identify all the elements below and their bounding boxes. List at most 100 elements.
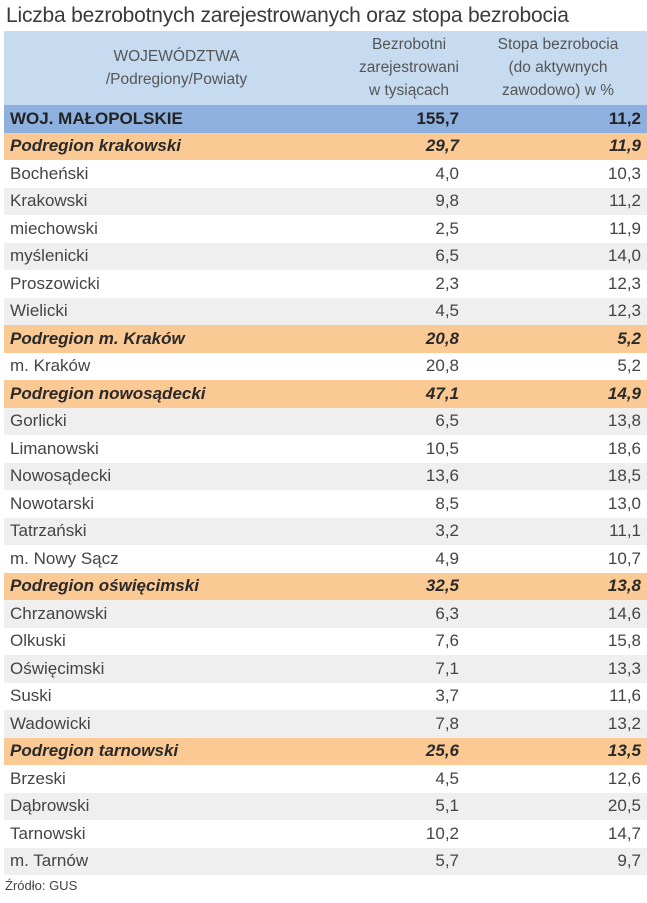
row-name: myślenicki: [10, 246, 89, 266]
row-rate: 18,6: [607, 438, 641, 458]
row-unemployed: 2,5: [435, 218, 459, 238]
row-unemployed: 7,8: [435, 713, 459, 733]
table-row: m. Kraków 20,8 5,2: [4, 352, 647, 380]
header-rate-line2: (do aktywnych: [508, 59, 608, 76]
subregion-row: Podregion krakowski 29,7 11,9: [4, 132, 647, 160]
row-name: Suski: [10, 686, 52, 706]
table-row: Limanowski 10,5 18,6: [4, 435, 647, 463]
table-row: Brzeski 4,5 12,6: [4, 765, 647, 793]
row-unemployed: 32,5: [425, 576, 459, 596]
header-regions-line1: WOJEWÓDZTWA: [113, 48, 240, 65]
row-unemployed: 3,7: [435, 686, 459, 706]
table-row: Gorlicki 6,5 13,8: [4, 407, 647, 435]
table-row: Dąbrowski 5,1 20,5: [4, 792, 647, 820]
row-name: Nowotarski: [10, 493, 95, 513]
table-row: Proszowicki 2,3 12,3: [4, 270, 647, 298]
voivodeship-row: WOJ. MAŁOPOLSKIE 155,7 11,2: [4, 105, 647, 133]
row-unemployed: 13,6: [425, 466, 459, 486]
row-unemployed: 25,6: [425, 741, 459, 761]
header-rate-line1: Stopa bezrobocia: [497, 36, 619, 53]
row-rate: 13,5: [607, 741, 641, 761]
row-name: Dąbrowski: [10, 796, 90, 816]
table-row: Chrzanowski 6,3 14,6: [4, 600, 647, 628]
row-rate: 13,3: [607, 658, 641, 678]
row-unemployed: 7,6: [435, 631, 459, 651]
row-unemployed: 155,7: [416, 108, 459, 128]
header-rate-line3: zawodowo) w %: [502, 82, 614, 99]
table-row: m. Tarnów 5,7 9,7: [4, 847, 647, 875]
row-unemployed: 20,8: [425, 328, 459, 348]
row-name: miechowski: [10, 218, 98, 238]
table-row: Tatrzański 3,2 11,1: [4, 517, 647, 545]
row-unemployed: 20,8: [425, 356, 459, 376]
row-unemployed: 7,1: [435, 658, 459, 678]
row-unemployed: 10,2: [425, 823, 459, 843]
row-rate: 10,3: [607, 163, 641, 183]
row-unemployed: 47,1: [425, 383, 459, 403]
row-name: m. Nowy Sącz: [10, 548, 119, 568]
row-name: Podregion nowosądecki: [10, 383, 206, 403]
row-unemployed: 29,7: [425, 136, 459, 156]
subregion-row: Podregion tarnowski 25,6 13,5: [4, 737, 647, 765]
row-rate: 11,9: [609, 136, 641, 156]
row-name: Podregion m. Kraków: [10, 328, 185, 348]
row-rate: 14,7: [607, 823, 641, 843]
row-rate: 13,8: [607, 576, 641, 596]
header-regions-line2: /Podregiony/Powiaty: [105, 71, 248, 88]
row-unemployed: 4,0: [435, 163, 459, 183]
table-row: Olkuski 7,6 15,8: [4, 627, 647, 655]
row-name: Limanowski: [10, 438, 99, 458]
table-row: myślenicki 6,5 14,0: [4, 242, 647, 270]
row-name: Chrzanowski: [10, 603, 108, 623]
row-unemployed: 9,8: [435, 191, 459, 211]
row-rate: 11,2: [609, 191, 641, 211]
row-unemployed: 4,9: [435, 548, 459, 568]
header-unemployed-line2: zarejestrowani: [359, 59, 459, 76]
row-name: Podregion oświęcimski: [10, 576, 199, 596]
row-rate: 14,6: [607, 603, 641, 623]
row-unemployed: 4,5: [435, 768, 459, 788]
row-rate: 13,0: [607, 493, 641, 513]
row-unemployed: 2,3: [435, 273, 459, 293]
row-rate: 12,3: [607, 301, 641, 321]
row-name: Tarnowski: [10, 823, 86, 843]
table-row: Bocheński 4,0 10,3: [4, 160, 647, 188]
table-row: Wadowicki 7,8 13,2: [4, 710, 647, 738]
row-rate: 5,2: [617, 328, 641, 348]
subregion-row: Podregion m. Kraków 20,8 5,2: [4, 325, 647, 353]
row-rate: 5,2: [617, 356, 641, 376]
row-name: Olkuski: [10, 631, 66, 651]
row-rate: 10,7: [607, 548, 641, 568]
table-row: Nowotarski 8,5 13,0: [4, 490, 647, 518]
row-unemployed: 6,5: [435, 411, 459, 431]
row-name: Nowosądecki: [10, 466, 112, 486]
row-name: Brzeski: [10, 768, 66, 788]
row-rate: 11,9: [609, 218, 641, 238]
row-unemployed: 4,5: [435, 301, 459, 321]
row-name: WOJ. MAŁOPOLSKIE: [10, 108, 183, 128]
table-row: Suski 3,7 11,6: [4, 682, 647, 710]
table-row: Tarnowski 10,2 14,7: [4, 820, 647, 848]
row-unemployed: 6,5: [435, 246, 459, 266]
row-rate: 12,3: [607, 273, 641, 293]
table-row: Oświęcimski 7,1 13,3: [4, 655, 647, 683]
row-unemployed: 8,5: [435, 493, 459, 513]
row-rate: 18,5: [607, 466, 641, 486]
header-unemployed-line1: Bezrobotni: [371, 36, 447, 53]
row-rate: 20,5: [607, 796, 641, 816]
row-unemployed: 5,7: [435, 851, 459, 871]
row-rate: 12,6: [607, 768, 641, 788]
row-unemployed: 10,5: [425, 438, 459, 458]
row-name: Wielicki: [10, 301, 68, 321]
row-name: Tatrzański: [10, 521, 87, 541]
row-rate: 11,6: [609, 686, 641, 706]
row-rate: 9,7: [617, 851, 641, 871]
subregion-row: Podregion oświęcimski 32,5 13,8: [4, 572, 647, 600]
table-row: m. Nowy Sącz 4,9 10,7: [4, 545, 647, 573]
table-row: Wielicki 4,5 12,3: [4, 297, 647, 325]
header-regions: WOJEWÓDZTWA /Podregiony/Powiaty: [4, 31, 349, 105]
header-unemployed-line3: w tysiącach: [368, 82, 450, 99]
row-name: Proszowicki: [10, 273, 100, 293]
row-name: Podregion krakowski: [10, 136, 181, 156]
row-rate: 11,1: [609, 521, 641, 541]
